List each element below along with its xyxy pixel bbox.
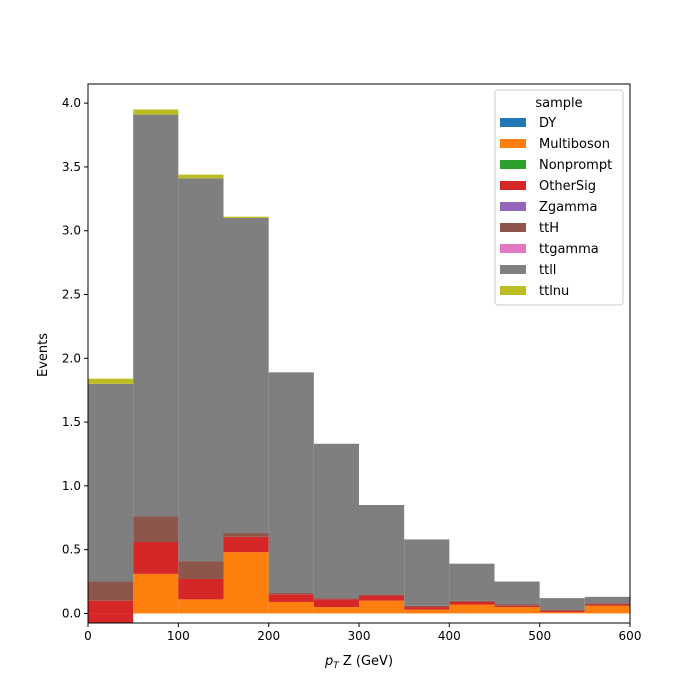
legend-label-multiboson: Multiboson	[539, 137, 610, 152]
bar-othersig-bin-7	[404, 607, 450, 610]
legend-label-nonprompt: Nonprompt	[539, 158, 612, 173]
x-tick-label: 600	[619, 629, 642, 643]
bar-tth-bin-6	[359, 594, 405, 596]
bar-othersig-bin-8	[449, 601, 495, 605]
x-tick-label: 0	[84, 629, 92, 643]
legend-swatch-ttll	[500, 265, 526, 274]
bar-ttlnu-bin-2	[178, 174, 224, 179]
bar-tth-bin-4	[268, 593, 314, 595]
y-tick-label: 2.0	[62, 351, 81, 365]
bar-multiboson-bin-2	[178, 599, 224, 614]
bar-tth-bin-5	[313, 598, 359, 600]
bar-othersig-bin-3	[223, 536, 269, 553]
bar-ttll-bin-7	[404, 539, 450, 606]
legend-label-tth: ttH	[539, 221, 559, 236]
y-tick-label: 3.0	[62, 224, 81, 238]
bar-multiboson-bin-7	[404, 609, 450, 614]
legend-label-ttll: ttll	[539, 263, 556, 278]
y-tick-label: 1.5	[62, 415, 81, 429]
bar-othersig-bin-0	[88, 600, 134, 614]
legend-swatch-tth	[500, 223, 526, 232]
bar-multiboson-bin-6	[359, 600, 405, 614]
bar-tth-bin-1	[133, 516, 179, 542]
legend-swatch-ttlnu	[500, 286, 526, 295]
bar-multiboson-bin-8	[449, 604, 495, 614]
bar-othersig-bin-4	[268, 594, 314, 602]
y-tick-label: 3.5	[62, 160, 81, 174]
legend-label-othersig: OtherSig	[539, 179, 596, 194]
bar-multiboson-bin-10	[539, 612, 585, 614]
bar-othersig-bin-11	[584, 604, 630, 606]
legend-items: DY Multiboson Nonprompt OtherSig Zgamma ttH tt…	[500, 116, 612, 299]
bar-ttll-bin-11	[584, 596, 630, 604]
bar-multiboson-bin-5	[313, 607, 359, 614]
legend-label-ttgamma: ttgamma	[539, 242, 599, 257]
bar-tth-bin-7	[404, 605, 450, 608]
legend-swatch-zgamma	[500, 202, 526, 211]
bar-ttll-bin-4	[268, 372, 314, 594]
bar-multiboson-bin-9	[494, 607, 540, 614]
y-tick-label: 4.0	[62, 96, 81, 110]
bar-othersig-bin-9	[494, 605, 540, 608]
x-axis: 0 100 200 300 400 500 600	[84, 623, 641, 643]
y-tick-label: 0.0	[62, 606, 81, 620]
y-tick-label: 1.0	[62, 479, 81, 493]
bar-tth-bin-8	[449, 600, 495, 602]
bar-multiboson-bin-3	[223, 552, 269, 614]
x-tick-label: 200	[257, 629, 280, 643]
y-tick-label: 0.5	[62, 543, 81, 557]
legend-swatch-dy	[500, 118, 526, 127]
bar-multiboson-bin-11	[584, 605, 630, 614]
legend-swatch-multiboson	[500, 139, 526, 148]
bar-tth-bin-3	[223, 533, 269, 537]
bar-tth-bin-9	[494, 604, 540, 606]
bar-ttll-bin-3	[223, 217, 269, 534]
x-tick-label: 400	[438, 629, 461, 643]
legend-title: sample	[535, 96, 582, 111]
y-axis: 0.0 0.5 1.0 1.5 2.0 2.5 3.0 3.5 4.0	[62, 96, 88, 620]
x-tick-label: 300	[348, 629, 371, 643]
bar-ttll-bin-5	[313, 443, 359, 599]
bar-ttlnu-bin-3	[223, 216, 269, 218]
bar-othersig-bin-1	[133, 541, 179, 574]
legend-box	[494, 89, 624, 306]
y-tick-label: 2.5	[62, 287, 81, 301]
x-axis-label: pT Z (GeV)	[324, 654, 393, 671]
legend-swatch-othersig	[500, 181, 526, 190]
y-axis-label: Events	[36, 333, 51, 377]
bar-othersig-bin-5	[313, 599, 359, 608]
legend-label-zgamma: Zgamma	[539, 200, 597, 215]
bar-othersig-bin-2	[178, 578, 224, 600]
bar-ttll-bin-2	[178, 178, 224, 562]
bar-othersig-bin-6	[359, 595, 405, 601]
x-tick-label: 500	[528, 629, 551, 643]
bar-multiboson-bin-1	[133, 573, 179, 614]
bar-othersig-bin-10	[539, 610, 585, 613]
bars-layer	[88, 109, 630, 623]
bar-tth-bin-2	[178, 561, 224, 579]
bar-ttll-bin-6	[359, 504, 405, 595]
bar-ttlnu-bin-1	[133, 109, 179, 115]
bar-ttll-bin-10	[539, 598, 585, 610]
legend-swatch-nonprompt	[500, 160, 526, 169]
bar-tth-bin-0	[88, 581, 134, 601]
bar-ttll-bin-0	[88, 383, 134, 582]
legend-swatch-ttgamma	[500, 244, 526, 253]
legend-label-ttlnu: ttlnu	[539, 284, 569, 299]
legend: sample DY Multiboson Nonprompt OtherSig Zgam…	[494, 89, 624, 306]
bar-ttlnu-bin-0	[88, 378, 134, 384]
bar-tth-bin-10	[539, 609, 585, 611]
legend-label-dy: DY	[539, 116, 556, 131]
bar-ttll-bin-9	[494, 581, 540, 605]
bar-negative-othersig-0	[88, 613, 134, 623]
x-tick-label: 100	[167, 629, 190, 643]
bar-ttll-bin-1	[133, 114, 179, 517]
bar-ttll-bin-8	[449, 563, 495, 601]
bar-multiboson-bin-4	[268, 601, 314, 614]
bar-tth-bin-11	[584, 603, 630, 605]
